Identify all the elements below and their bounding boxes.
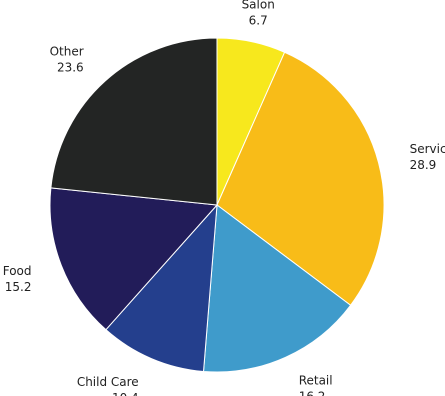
- slice-value-child-care: 10.4: [112, 391, 139, 396]
- slice-value-other: 23.6: [57, 60, 84, 74]
- slice-label-services: Services: [410, 142, 445, 156]
- slice-value-salon: 6.7: [249, 13, 268, 27]
- pie-slice-food: [49, 187, 219, 331]
- pie-slice-retail: [202, 204, 352, 373]
- pie-slices: [49, 37, 385, 373]
- slice-value-retail: 16.2: [299, 390, 326, 396]
- pie-slice-other: [50, 37, 218, 206]
- slice-value-food: 15.2: [5, 280, 32, 294]
- slice-value-services: 28.9: [410, 158, 437, 172]
- slice-label-retail: Retail: [299, 374, 333, 388]
- pie-slice-services: [216, 51, 385, 306]
- slice-label-food: Food: [3, 264, 32, 278]
- pie-labels: Salon 6.7 Services 28.9 Retail 16.2 Child Care…: [3, 0, 445, 396]
- pie-slice-child-care: [105, 203, 218, 372]
- slice-label-child-care: Child Care: [77, 375, 139, 389]
- slice-label-salon: Salon: [242, 0, 275, 11]
- slice-label-other: Other: [50, 44, 84, 58]
